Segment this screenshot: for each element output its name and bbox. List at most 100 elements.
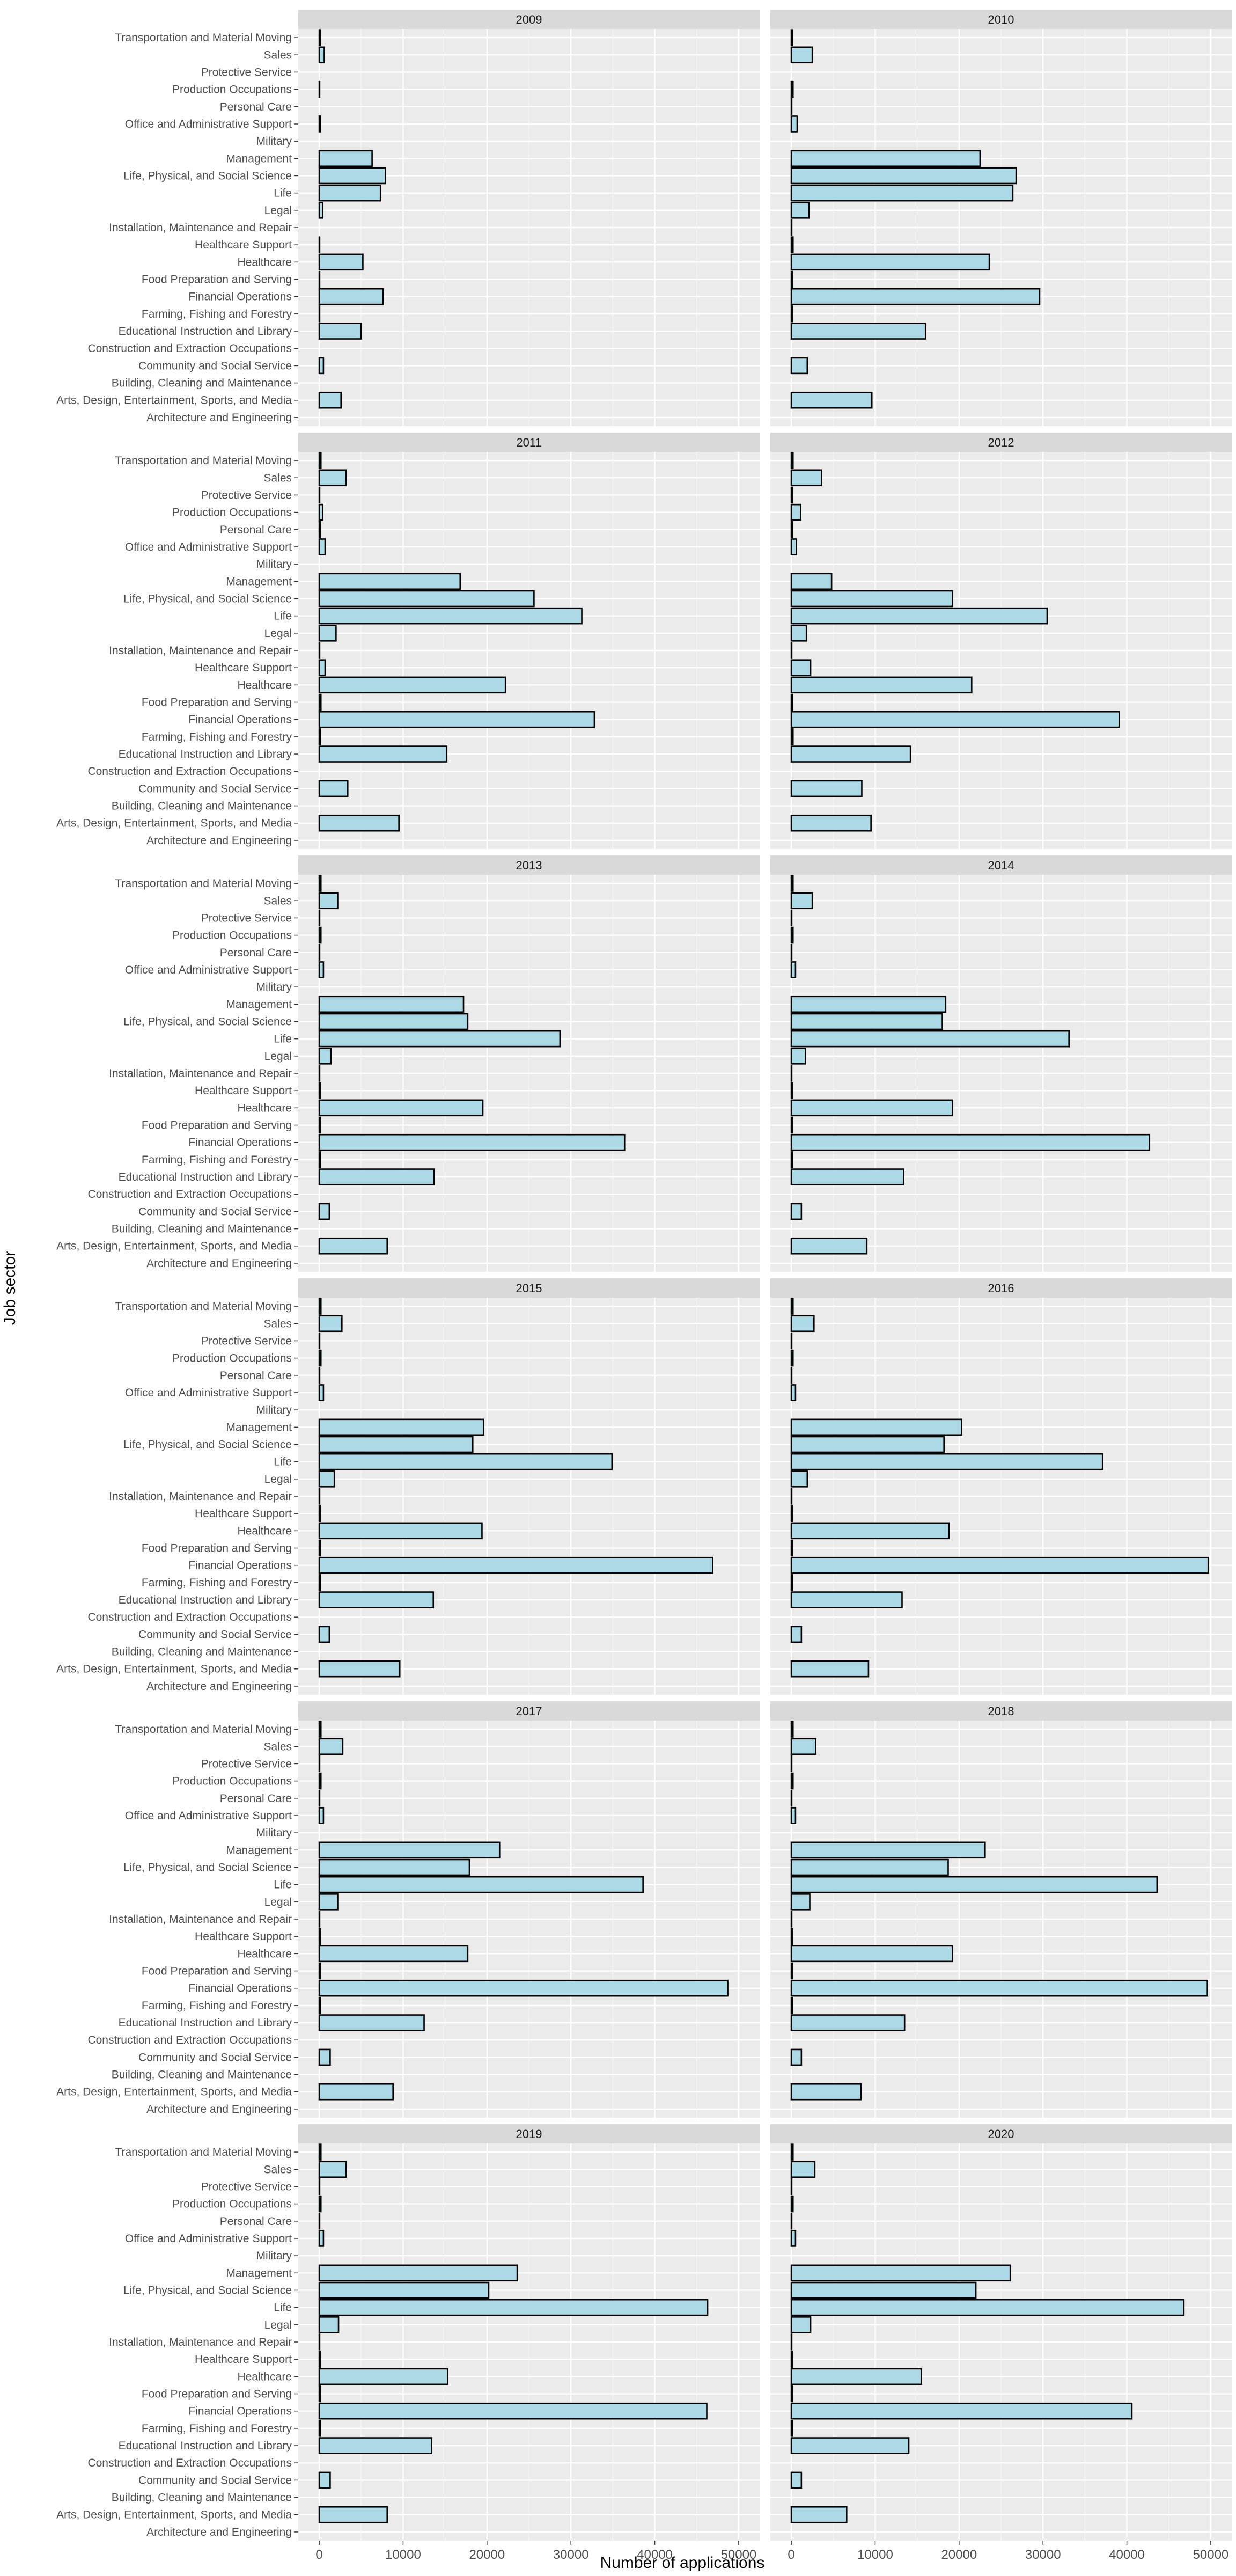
facet-strip	[298, 1278, 760, 1298]
category-label: Life	[274, 2302, 292, 2314]
category-label: Office and Administrative Support	[125, 118, 292, 130]
bar-2018-17	[790, 2014, 906, 2031]
bar-2014-14	[790, 1116, 793, 1134]
bar-2011-9	[318, 607, 583, 625]
bar-2009-1	[318, 46, 325, 64]
bar-2017-9	[318, 1876, 644, 1893]
bar-2019-19	[318, 2471, 331, 2489]
category-label: Life, Physical, and Social Science	[123, 1015, 292, 1028]
bar-2014-10	[790, 1048, 806, 1065]
facet-panel-2016: 2016	[770, 1278, 1232, 1695]
category-label: Management	[226, 152, 292, 165]
bar-2015-5	[318, 1384, 325, 1401]
facet-strip-label: 2013	[516, 859, 542, 872]
bar-2018-9	[790, 1876, 1158, 1893]
category-label: Military	[256, 558, 292, 570]
facet-strip	[298, 2124, 760, 2143]
bar-2018-13	[790, 1945, 953, 1963]
bar-2017-15	[318, 1979, 729, 1997]
bar-2014-12	[790, 1082, 793, 1099]
bar-2015-15	[318, 1556, 713, 1574]
bar-2012-11	[790, 642, 793, 659]
category-label: Transportation and Material Moving	[115, 32, 292, 44]
bar-2010-9	[790, 184, 1014, 202]
category-label: Architecture and Engineering	[146, 1680, 292, 1693]
category-label: Military	[256, 981, 292, 993]
category-label: Construction and Extraction Occupations	[87, 342, 292, 355]
bar-2019-0	[318, 2143, 322, 2161]
bar-2016-14	[790, 1539, 793, 1557]
bar-2018-19	[790, 2048, 803, 2066]
category-label: Arts, Design, Entertainment, Sports, and…	[56, 1663, 292, 1675]
bar-2020-14	[790, 2385, 793, 2403]
category-label: Production Occupations	[172, 930, 292, 942]
category-label: Protective Service	[201, 1335, 292, 1347]
bar-2014-11	[790, 1065, 793, 1082]
bar-2016-21	[790, 1660, 870, 1678]
category-label: Community and Social Service	[138, 1205, 292, 1218]
x-tick-label: 50000	[1193, 2548, 1229, 2562]
bar-2009-19	[318, 357, 325, 375]
category-label: Production Occupations	[172, 507, 292, 519]
category-label: Personal Care	[220, 524, 292, 536]
bar-2013-1	[318, 892, 339, 910]
category-label: Building, Cleaning and Maintenance	[112, 2069, 292, 2081]
x-tick-label: 20000	[941, 2548, 977, 2562]
facet-panel-2011: 2011 Transportation and Material Moving Sa…	[56, 433, 760, 849]
facet-strip-label: 2014	[988, 859, 1014, 872]
facet-panel-2009: 2009 Transportation and Material Moving Sa…	[56, 10, 760, 426]
bar-2009-5	[318, 115, 321, 133]
bar-2020-1	[790, 2161, 816, 2178]
bar-2017-16	[318, 1997, 321, 2014]
category-label: Arts, Design, Entertainment, Sports, and…	[56, 2086, 292, 2098]
bar-2016-1	[790, 1315, 815, 1333]
category-label: Construction and Extraction Occupations	[87, 1611, 292, 1623]
bar-2020-12	[790, 2351, 793, 2368]
bar-2011-5	[318, 538, 326, 555]
bar-2018-4	[790, 1790, 793, 1807]
bar-2014-1	[790, 892, 813, 910]
category-label: Arts, Design, Entertainment, Sports, and…	[56, 2509, 292, 2521]
facet-panel-2019: 2019 Transportation and Material Moving Sa…	[56, 2124, 760, 2541]
category-label: Military	[256, 1404, 292, 1416]
category-label: Construction and Extraction Occupations	[87, 1188, 292, 1201]
bar-2012-13	[790, 676, 973, 694]
bar-2010-5	[790, 115, 798, 133]
bar-2016-15	[790, 1556, 1209, 1574]
category-label: Personal Care	[220, 1792, 292, 1805]
bar-2010-8	[790, 167, 1017, 185]
x-tick-label: 40000	[1109, 2548, 1145, 2562]
bar-2014-15	[790, 1133, 1151, 1151]
bar-2011-13	[318, 676, 506, 694]
facet-panel-2020: 2020	[770, 2124, 1232, 2541]
bar-2012-14	[790, 693, 793, 711]
category-label: Life	[274, 187, 292, 200]
facet-strip-label: 2020	[988, 2127, 1014, 2141]
category-label: Financial Operations	[188, 291, 292, 303]
bar-2019-3	[318, 2195, 322, 2213]
category-label: Life, Physical, and Social Science	[123, 2284, 292, 2296]
bar-2019-10	[318, 2316, 340, 2333]
category-label: Management	[226, 998, 292, 1011]
category-label: Installation, Maintenance and Repair	[109, 645, 292, 657]
category-label: Life, Physical, and Social Science	[123, 170, 292, 182]
bar-2009-21	[318, 391, 342, 409]
category-label: Protective Service	[201, 912, 292, 924]
category-label: Life, Physical, and Social Science	[123, 1438, 292, 1451]
bar-2017-12	[318, 1928, 321, 1945]
category-label: Legal	[264, 1473, 292, 1485]
category-label: Architecture and Engineering	[146, 2103, 292, 2116]
bar-2018-5	[790, 1807, 797, 1824]
bar-2014-7	[790, 996, 947, 1013]
y-axis-title: Job sector	[1, 1251, 19, 1325]
bar-2012-21	[790, 814, 872, 832]
bar-2017-4	[318, 1790, 321, 1807]
bar-2017-5	[318, 1807, 325, 1824]
facet-strip-label: 2015	[516, 1282, 542, 1295]
bar-2013-14	[318, 1116, 321, 1134]
bar-2014-21	[790, 1237, 868, 1255]
bar-2011-12	[318, 659, 326, 676]
category-label: Healthcare Support	[195, 1507, 292, 1520]
bar-2018-8	[790, 1858, 949, 1876]
